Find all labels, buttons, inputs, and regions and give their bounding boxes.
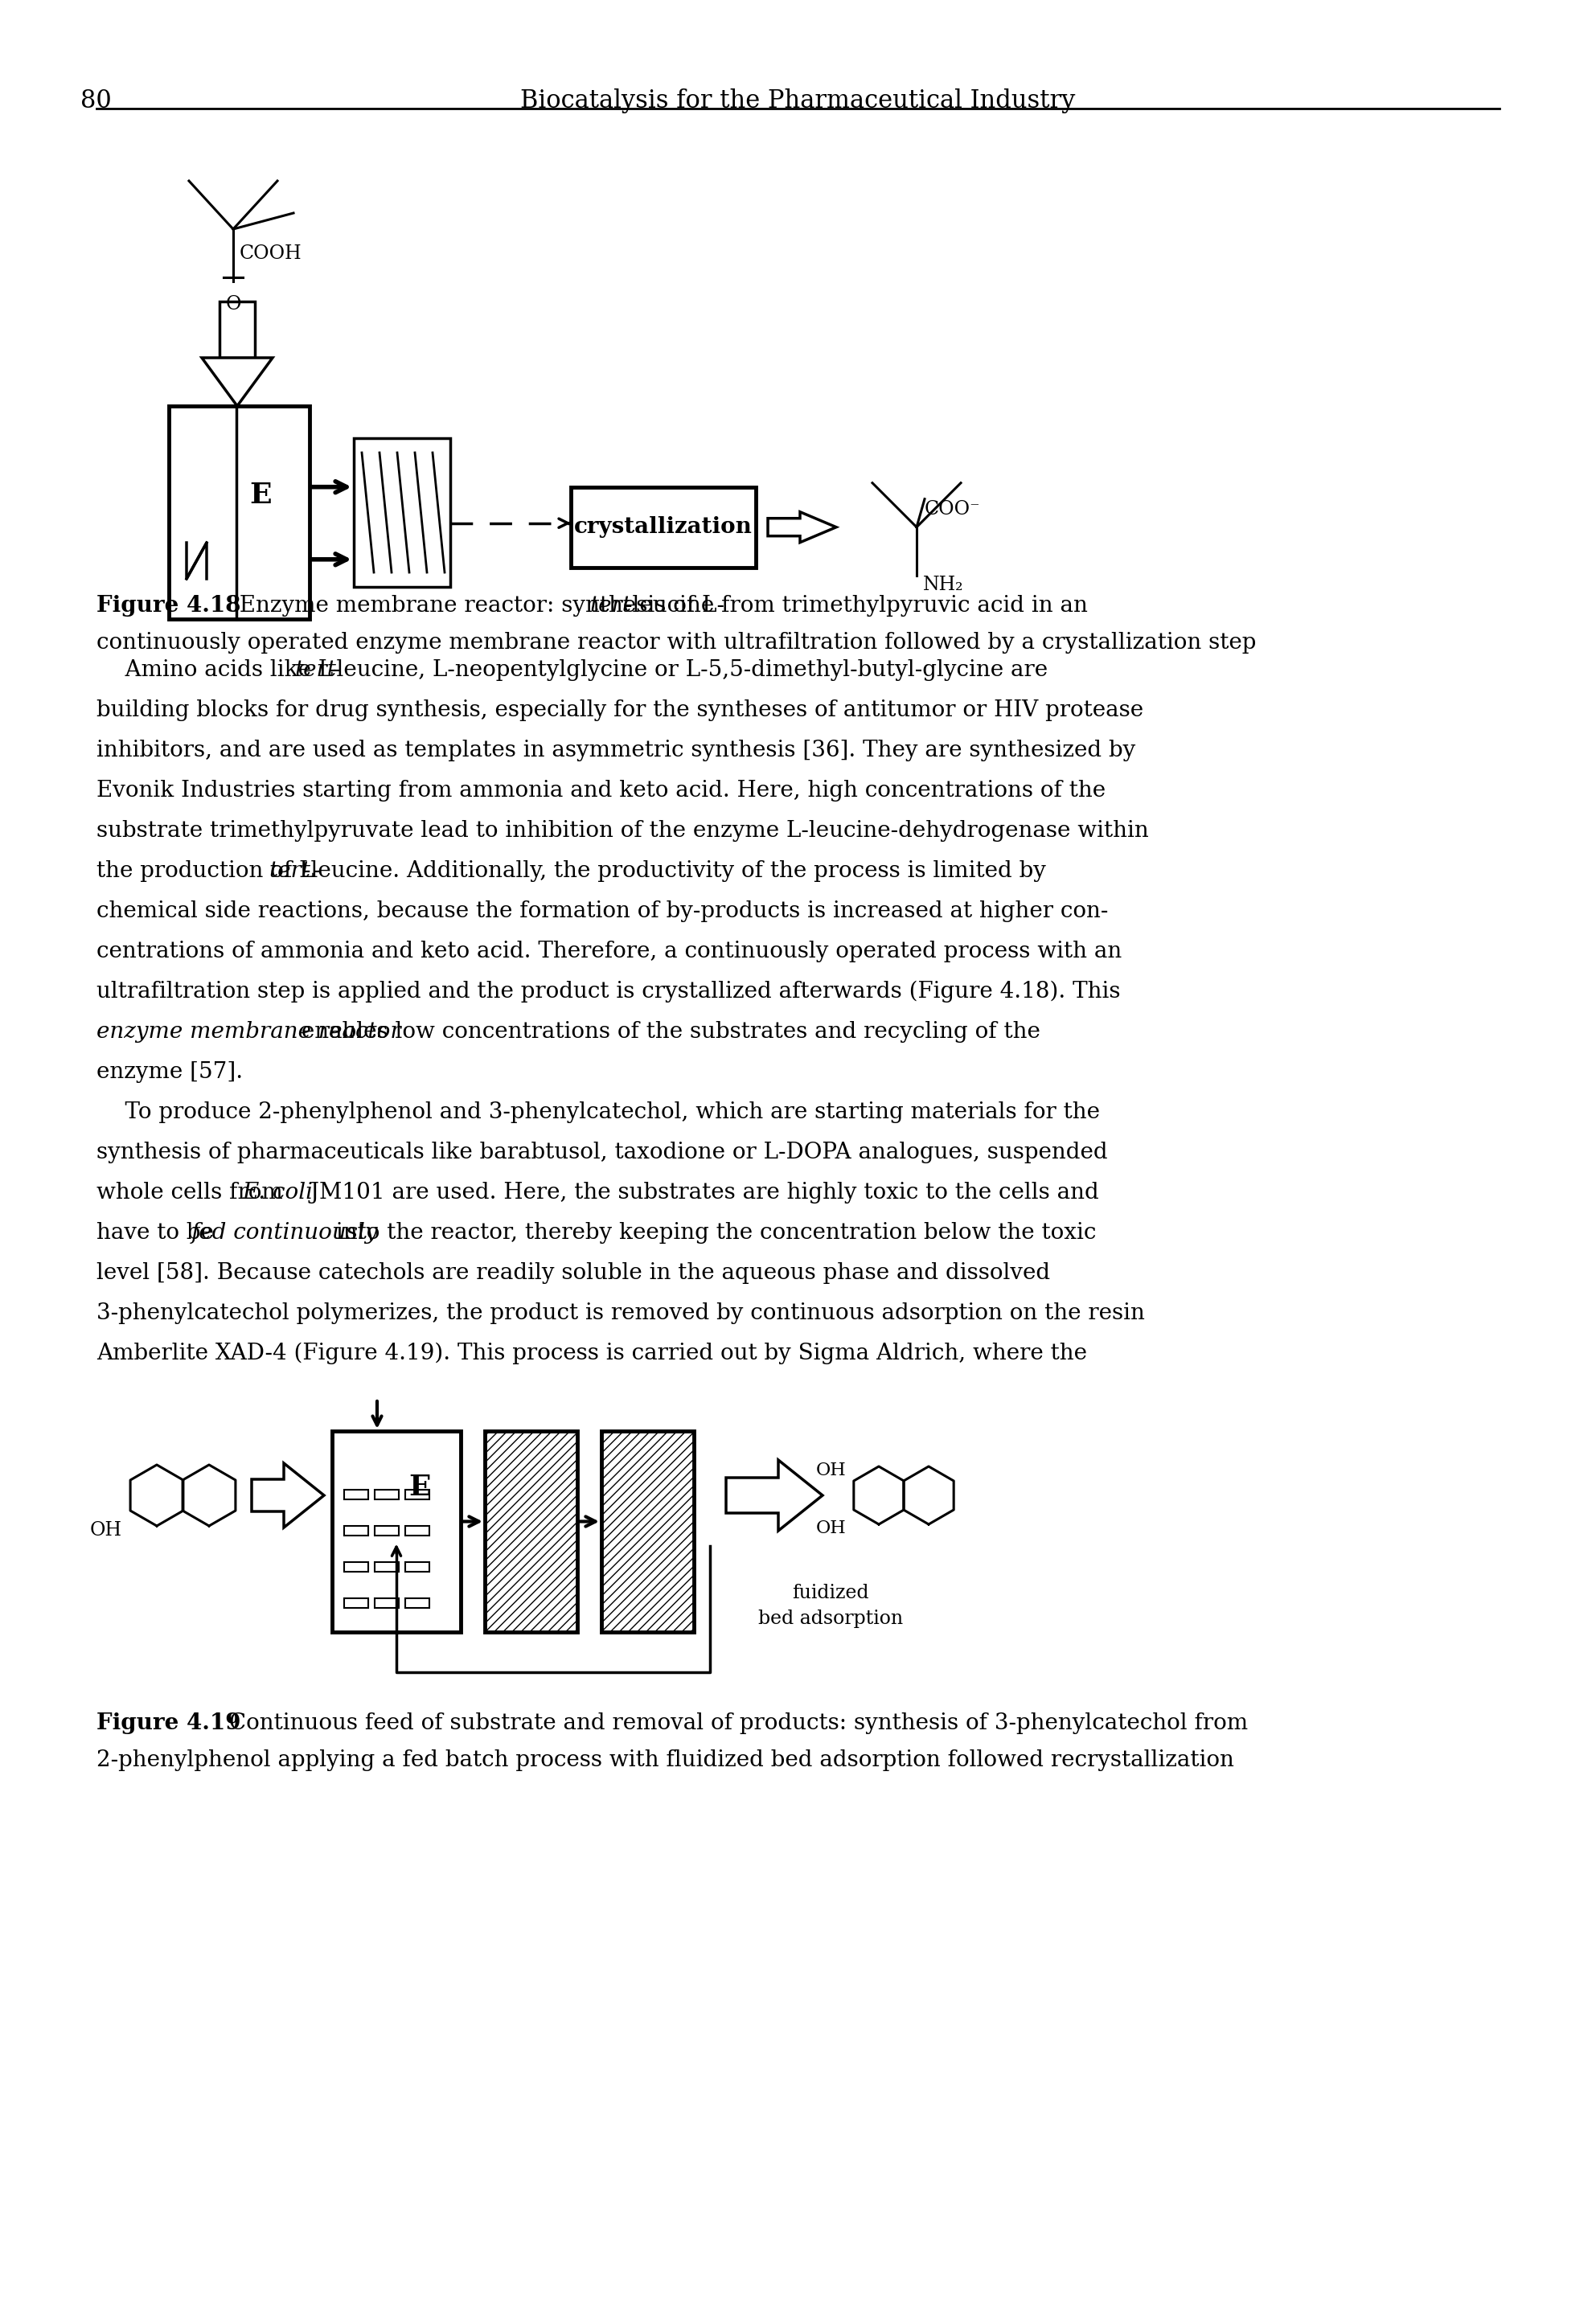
Polygon shape bbox=[220, 301, 255, 357]
Text: Figure 4.19: Figure 4.19 bbox=[96, 1712, 241, 1733]
FancyBboxPatch shape bbox=[345, 1562, 369, 1571]
Text: into the reactor, thereby keeping the concentration below the toxic: into the reactor, thereby keeping the co… bbox=[329, 1221, 1096, 1244]
Text: Amberlite XAD-4 (Figure 4.19). This process is carried out by Sigma Aldrich, whe: Amberlite XAD-4 (Figure 4.19). This proc… bbox=[96, 1342, 1087, 1365]
Text: -leucine. Additionally, the productivity of the process is limited by: -leucine. Additionally, the productivity… bbox=[303, 860, 1045, 883]
Text: OH: OH bbox=[89, 1520, 123, 1538]
Text: To produce 2-phenylphenol and 3-phenylcatechol, which are starting materials for: To produce 2-phenylphenol and 3-phenylca… bbox=[96, 1101, 1100, 1124]
Text: whole cells from: whole cells from bbox=[96, 1182, 290, 1203]
FancyBboxPatch shape bbox=[375, 1599, 399, 1608]
Text: enzyme [57].: enzyme [57]. bbox=[96, 1061, 243, 1082]
Polygon shape bbox=[201, 357, 273, 405]
Text: tert: tert bbox=[591, 595, 632, 616]
Text: centrations of ammonia and keto acid. Therefore, a continuously operated process: centrations of ammonia and keto acid. Th… bbox=[96, 941, 1122, 962]
FancyBboxPatch shape bbox=[354, 438, 450, 586]
Text: the production of L-: the production of L- bbox=[96, 860, 322, 883]
Text: Figure 4.18: Figure 4.18 bbox=[96, 595, 241, 616]
Text: chemical side reactions, because the formation of by-products is increased at hi: chemical side reactions, because the for… bbox=[96, 901, 1108, 922]
FancyBboxPatch shape bbox=[405, 1490, 429, 1499]
FancyBboxPatch shape bbox=[405, 1527, 429, 1536]
FancyBboxPatch shape bbox=[375, 1562, 399, 1571]
Text: building blocks for drug synthesis, especially for the syntheses of antitumor or: building blocks for drug synthesis, espe… bbox=[96, 700, 1143, 721]
Polygon shape bbox=[726, 1460, 822, 1532]
Text: Evonik Industries starting from ammonia and keto acid. Here, high concentrations: Evonik Industries starting from ammonia … bbox=[96, 781, 1106, 802]
Polygon shape bbox=[252, 1464, 324, 1527]
FancyBboxPatch shape bbox=[405, 1599, 429, 1608]
Text: level [58]. Because catechols are readily soluble in the aqueous phase and disso: level [58]. Because catechols are readil… bbox=[96, 1263, 1050, 1284]
Text: JM101 are used. Here, the substrates are highly toxic to the cells and: JM101 are used. Here, the substrates are… bbox=[303, 1182, 1098, 1203]
Text: continuously operated enzyme membrane reactor with ultrafiltration followed by a: continuously operated enzyme membrane re… bbox=[96, 633, 1256, 653]
Text: COOH: COOH bbox=[239, 243, 302, 262]
Text: E: E bbox=[409, 1474, 431, 1501]
FancyBboxPatch shape bbox=[405, 1562, 429, 1571]
FancyBboxPatch shape bbox=[602, 1432, 694, 1631]
Text: have to be: have to be bbox=[96, 1221, 220, 1244]
Text: inhibitors, and are used as templates in asymmetric synthesis [36]. They are syn: inhibitors, and are used as templates in… bbox=[96, 739, 1135, 762]
Text: 2-phenylphenol applying a fed batch process with fluidized bed adsorption follow: 2-phenylphenol applying a fed batch proc… bbox=[96, 1749, 1234, 1770]
Polygon shape bbox=[768, 512, 836, 542]
Text: enables low concentrations of the substrates and recycling of the: enables low concentrations of the substr… bbox=[294, 1022, 1041, 1043]
Text: NH₂: NH₂ bbox=[922, 577, 964, 593]
Text: Enzyme membrane reactor: synthesis of L-: Enzyme membrane reactor: synthesis of L- bbox=[225, 595, 725, 616]
Text: tert: tert bbox=[268, 860, 310, 883]
Text: E: E bbox=[249, 482, 271, 510]
Text: Continuous feed of substrate and removal of products: synthesis of 3-phenylcatec: Continuous feed of substrate and removal… bbox=[230, 1712, 1248, 1733]
FancyBboxPatch shape bbox=[375, 1490, 399, 1499]
Text: O: O bbox=[225, 294, 241, 313]
FancyBboxPatch shape bbox=[345, 1490, 369, 1499]
FancyBboxPatch shape bbox=[571, 487, 757, 568]
Text: COO⁻: COO⁻ bbox=[924, 500, 980, 519]
FancyBboxPatch shape bbox=[485, 1432, 578, 1631]
Text: ultrafiltration step is applied and the product is crystallized afterwards (Figu: ultrafiltration step is applied and the … bbox=[96, 980, 1120, 1003]
FancyBboxPatch shape bbox=[345, 1527, 369, 1536]
Text: substrate trimethylpyruvate lead to inhibition of the enzyme L-leucine-dehydroge: substrate trimethylpyruvate lead to inhi… bbox=[96, 820, 1149, 841]
Text: synthesis of pharmaceuticals like barabtusol, taxodione or L-DOPA analogues, sus: synthesis of pharmaceuticals like barabt… bbox=[96, 1142, 1108, 1163]
Text: E. coli: E. coli bbox=[243, 1182, 313, 1203]
Text: fed continuously: fed continuously bbox=[192, 1221, 378, 1244]
FancyBboxPatch shape bbox=[169, 405, 310, 619]
FancyBboxPatch shape bbox=[375, 1527, 399, 1536]
Text: OH: OH bbox=[816, 1462, 846, 1478]
Text: 80: 80 bbox=[80, 88, 112, 114]
FancyBboxPatch shape bbox=[332, 1432, 461, 1631]
FancyBboxPatch shape bbox=[345, 1599, 369, 1608]
Text: Biocatalysis for the Pharmaceutical Industry: Biocatalysis for the Pharmaceutical Indu… bbox=[520, 88, 1076, 114]
Text: 3-phenylcatechol polymerizes, the product is removed by continuous adsorption on: 3-phenylcatechol polymerizes, the produc… bbox=[96, 1302, 1144, 1323]
Text: -leucine, L-neopentylglycine or L-5,5-dimethyl-butyl-glycine are: -leucine, L-neopentylglycine or L-5,5-di… bbox=[329, 660, 1047, 681]
Text: Amino acids like L-: Amino acids like L- bbox=[96, 660, 340, 681]
Text: fuidized
bed adsorption: fuidized bed adsorption bbox=[758, 1585, 903, 1629]
Text: -leucine from trimethylpyruvic acid in an: -leucine from trimethylpyruvic acid in a… bbox=[624, 595, 1087, 616]
Text: enzyme membrane reactor: enzyme membrane reactor bbox=[96, 1022, 401, 1043]
Text: tert: tert bbox=[294, 660, 337, 681]
Text: OH: OH bbox=[816, 1520, 846, 1536]
Text: crystallization: crystallization bbox=[575, 517, 753, 538]
